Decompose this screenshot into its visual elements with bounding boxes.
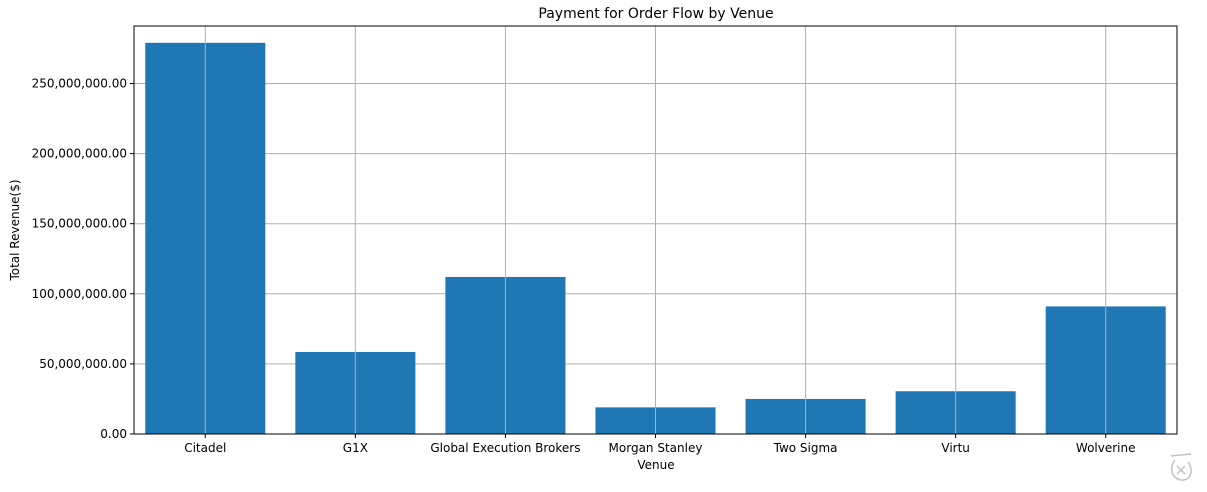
watermark-logo (1170, 453, 1192, 481)
y-axis-label: Total Revenue($) (8, 179, 22, 281)
x-tick-label: Morgan Stanley (609, 441, 703, 455)
y-tick-label: 200,000,000.00 (32, 147, 127, 161)
x-tick-label: G1X (343, 441, 368, 455)
x-axis-label: Venue (637, 458, 674, 472)
x-tick-label: Wolverine (1076, 441, 1136, 455)
y-tick-label: 100,000,000.00 (32, 287, 127, 301)
y-tick-label: 150,000,000.00 (32, 217, 127, 231)
x-tick-label: Two Sigma (773, 441, 838, 455)
x-axis-ticks: Citadel G1X Global Execution Brokers Morgan… (184, 434, 1136, 455)
chart-title: Payment for Order Flow by Venue (538, 6, 773, 22)
y-tick-label: 0.00 (100, 427, 127, 441)
x-tick-label: Virtu (941, 441, 970, 455)
y-tick-label: 50,000,000.00 (39, 357, 127, 371)
x-tick-label: Citadel (184, 441, 226, 455)
y-tick-label: 250,000,000.00 (32, 76, 127, 90)
vertical-gridlines (204, 26, 1107, 434)
y-axis-ticks: 0.00 50,000,000.00 100,000,000.00 150,000,0… (32, 76, 134, 441)
x-tick-label: Global Execution Brokers (430, 441, 580, 455)
